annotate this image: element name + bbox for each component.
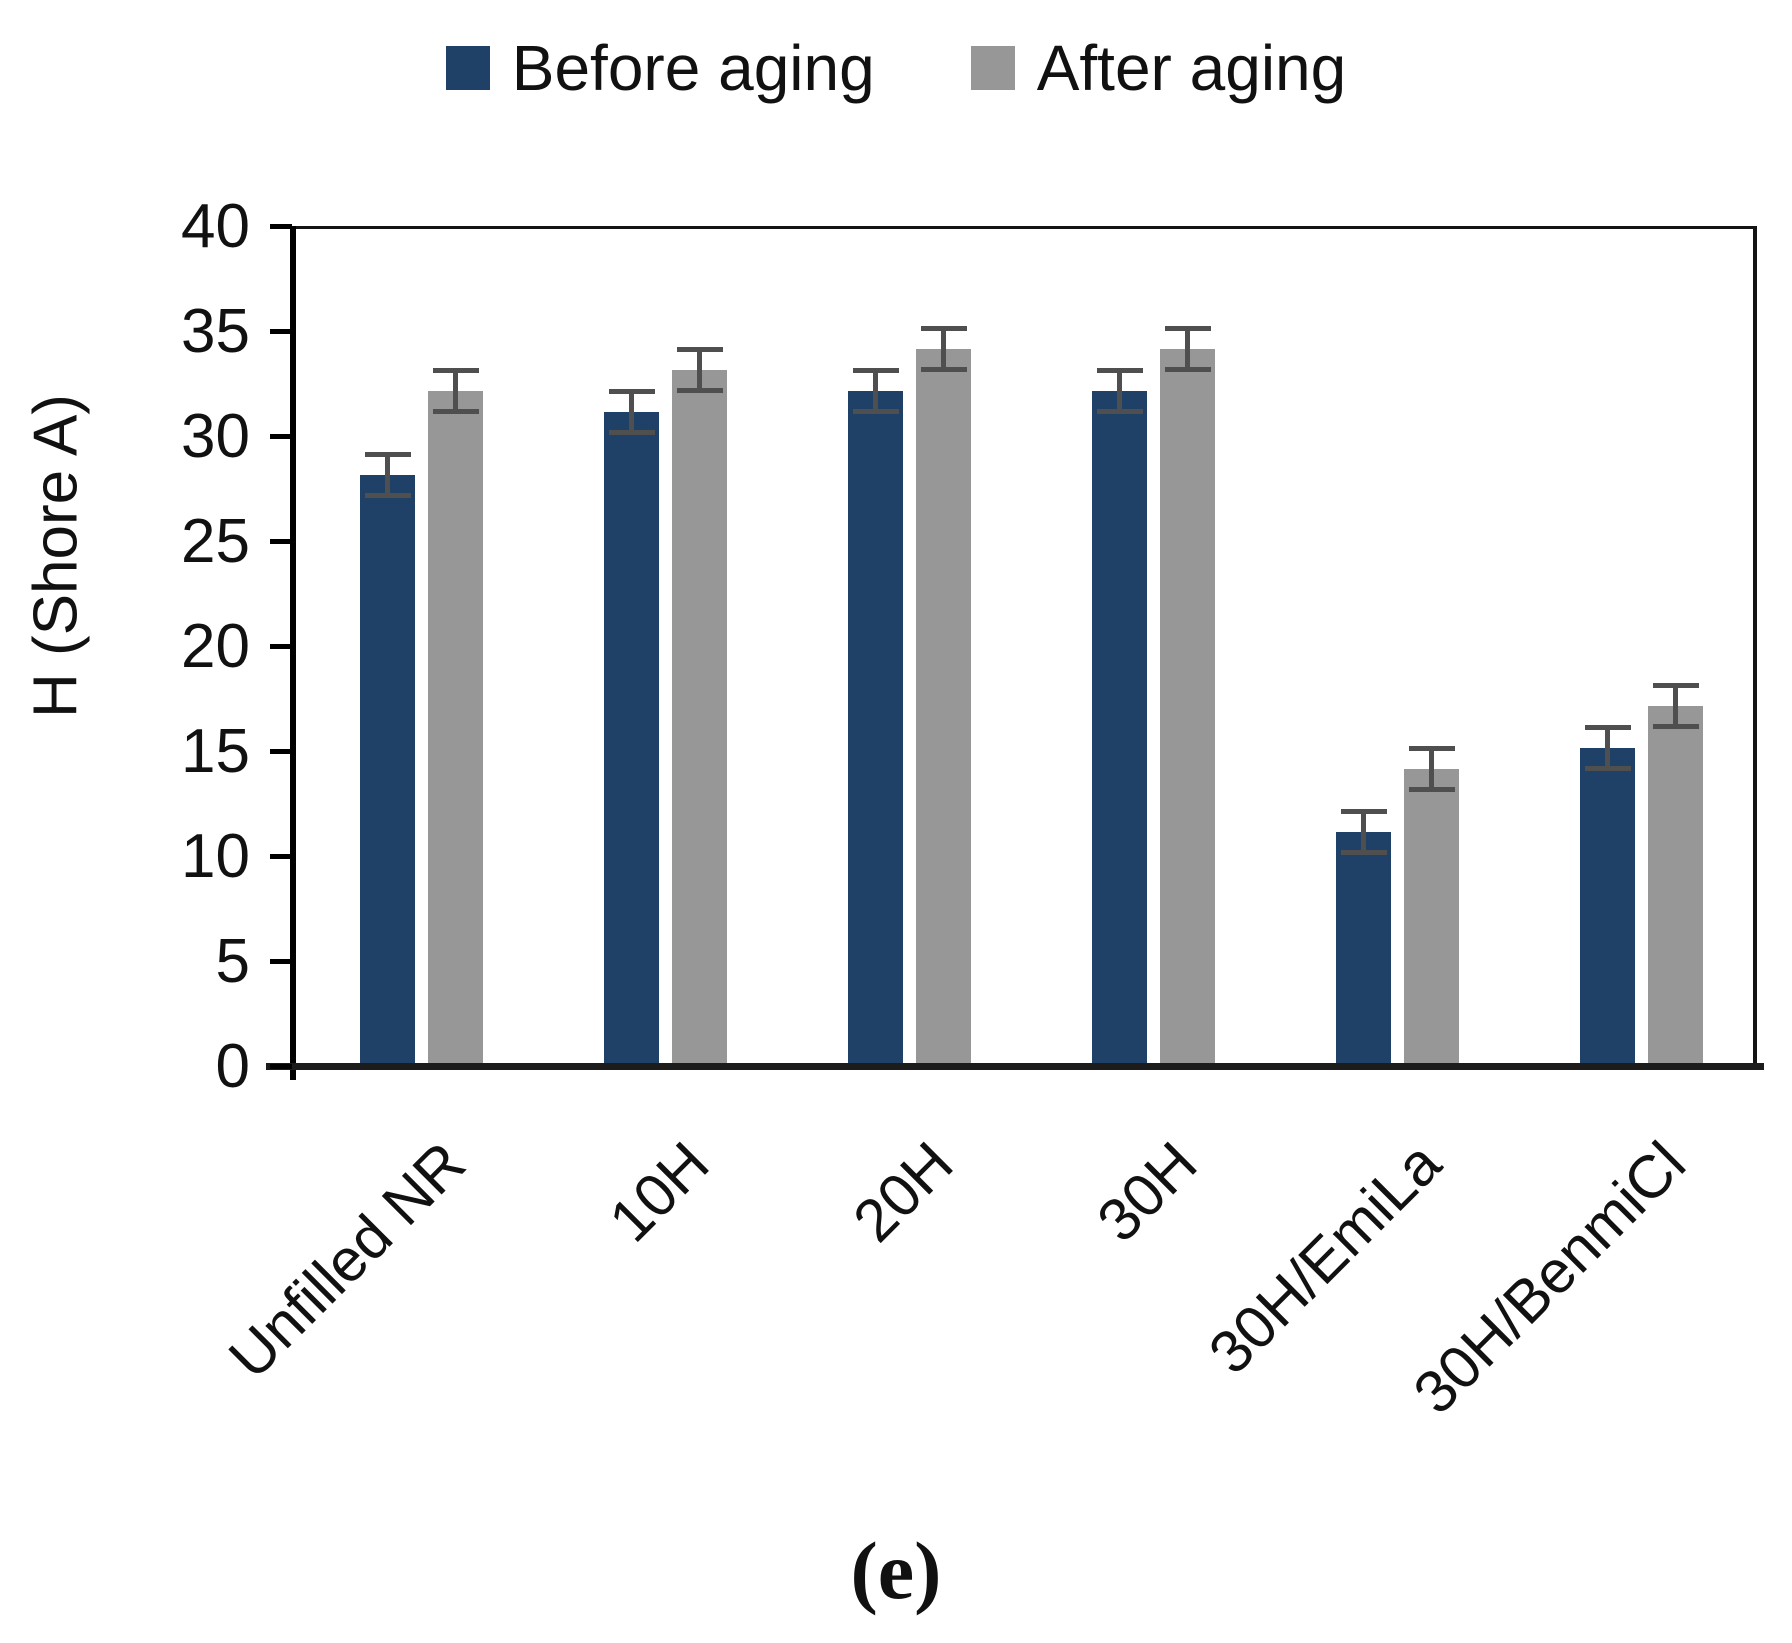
plot-area — [293, 226, 1757, 1066]
error-bar-cap-bottom — [608, 430, 655, 435]
error-bar-cap-top — [920, 326, 967, 331]
y-tick-label: 20 — [181, 612, 250, 681]
error-bar-stem — [1605, 727, 1610, 769]
error-bar-cap-bottom — [1096, 409, 1143, 414]
error-bar-cap-bottom — [1584, 766, 1631, 771]
error-bar-cap-top — [608, 389, 655, 394]
y-tick — [270, 854, 292, 859]
error-bar-cap-bottom — [1164, 367, 1211, 372]
legend-item: Before aging — [445, 32, 875, 104]
error-bar-cap-top — [1584, 725, 1631, 730]
y-tick — [270, 1064, 292, 1069]
error-bar-cap-bottom — [1340, 850, 1387, 855]
legend-label: After aging — [1036, 32, 1347, 104]
error-bar-stem — [629, 391, 634, 433]
error-bar-cap-top — [364, 452, 411, 457]
error-bar-stem — [385, 454, 390, 496]
chart-legend: Before aging After aging — [0, 36, 1792, 100]
y-tick — [270, 749, 292, 754]
legend-item: After aging — [970, 32, 1347, 104]
error-bar-cap-top — [852, 368, 899, 373]
bar-after-aging — [1160, 349, 1215, 1063]
legend-swatch-icon — [970, 46, 1015, 90]
error-bar-cap-bottom — [432, 409, 479, 414]
error-bar-cap-bottom — [920, 367, 967, 372]
error-bar-cap-top — [1164, 326, 1211, 331]
bar-before-aging — [604, 412, 659, 1063]
error-bar-cap-bottom — [852, 409, 899, 414]
legend-label: Before aging — [511, 32, 875, 104]
error-bar-stem — [873, 370, 878, 412]
x-tick-label: 30H/EmiLa — [1196, 1129, 1454, 1387]
y-axis-line — [290, 226, 296, 1080]
error-bar-cap-bottom — [364, 493, 411, 498]
y-tick-label: 5 — [215, 927, 250, 996]
y-tick-label: 40 — [181, 192, 250, 261]
error-bar-cap-top — [432, 368, 479, 373]
y-tick — [270, 434, 292, 439]
x-tick-label: 10H — [596, 1129, 722, 1255]
bar-after-aging — [1404, 769, 1459, 1063]
error-bar-cap-bottom — [1408, 787, 1455, 792]
error-bar-stem — [1429, 748, 1434, 790]
error-bar-cap-top — [1652, 683, 1699, 688]
bar-after-aging — [672, 370, 727, 1063]
error-bar-cap-top — [1340, 809, 1387, 814]
error-bar-stem — [697, 349, 702, 391]
bar-before-aging — [1580, 748, 1635, 1063]
legend-swatch-icon — [445, 46, 490, 90]
y-tick-label: 25 — [181, 507, 250, 576]
x-tick-label: 30H — [1084, 1129, 1210, 1255]
x-tick-label: 20H — [840, 1129, 966, 1255]
y-tick — [270, 959, 292, 964]
y-tick-label: 30 — [181, 402, 250, 471]
x-axis-line — [266, 1063, 1764, 1070]
bar-before-aging — [848, 391, 903, 1063]
y-tick — [270, 644, 292, 649]
y-tick — [270, 224, 292, 229]
error-bar-stem — [453, 370, 458, 412]
panel-caption: (e) — [850, 1525, 942, 1616]
error-bar-cap-bottom — [676, 388, 723, 393]
bar-after-aging — [1648, 706, 1703, 1063]
error-bar-cap-top — [1096, 368, 1143, 373]
y-tick-label: 15 — [181, 717, 250, 786]
y-tick — [270, 329, 292, 334]
y-tick-label: 10 — [181, 822, 250, 891]
y-tick — [270, 539, 292, 544]
y-tick-label: 35 — [181, 297, 250, 366]
error-bar-stem — [1361, 811, 1366, 853]
bar-after-aging — [428, 391, 483, 1063]
bar-before-aging — [1092, 391, 1147, 1063]
bar-before-aging — [1336, 832, 1391, 1063]
error-bar-stem — [1185, 328, 1190, 370]
error-bar-cap-bottom — [1652, 724, 1699, 729]
error-bar-cap-top — [676, 347, 723, 352]
error-bar-cap-top — [1408, 746, 1455, 751]
bar-before-aging — [360, 475, 415, 1063]
y-tick-label: 0 — [215, 1032, 250, 1101]
x-tick-label: Unfilled NR — [215, 1129, 478, 1392]
error-bar-stem — [1673, 685, 1678, 727]
error-bar-stem — [941, 328, 946, 370]
bar-after-aging — [916, 349, 971, 1063]
error-bar-stem — [1117, 370, 1122, 412]
